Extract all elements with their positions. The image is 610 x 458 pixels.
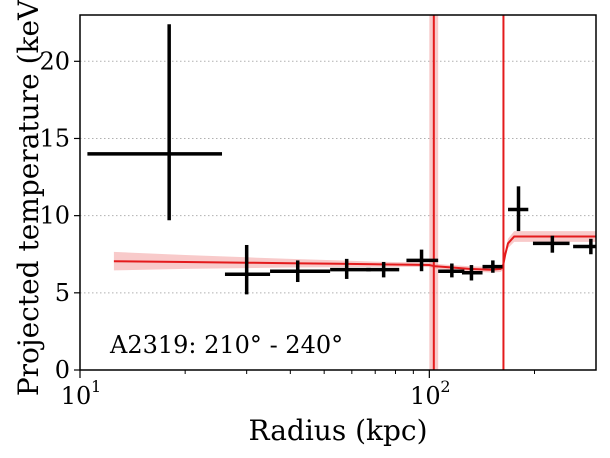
data-point [461,265,483,281]
model-curve [113,235,596,271]
data-point [270,260,331,283]
data-point [406,249,439,272]
plot-frame [79,14,597,371]
x-tick-exponent: 1 [91,377,101,396]
model-line [113,235,596,271]
y-tick-label: 20 [39,47,70,75]
vertical-lines [429,15,505,370]
data-point [573,238,596,255]
data-point [438,263,465,278]
data-point [482,260,503,273]
x-tick-label: 10 [61,382,92,410]
y-tick-label: 10 [39,202,70,230]
data-point [87,24,223,221]
data-point [366,261,400,278]
y-tick-label: 5 [55,279,70,307]
data-points [87,24,596,295]
x-tick-exponent: 2 [440,377,450,396]
chart-annotation: A2319: 210° - 240° [109,331,343,359]
x-tick-label: 10 [410,382,441,410]
data-point [508,186,529,232]
data-point [330,258,371,279]
x-axis: 10 1 10 2 [61,370,535,410]
y-tick-label: 0 [55,356,70,384]
data-point [532,235,570,253]
data-point [224,244,271,295]
y-axis: 0 5 10 15 20 [39,47,80,384]
x-axis-label: Radius (kpc) [248,414,427,447]
y-axis-label: Projected temperature (keV) [12,0,45,396]
y-tick-label: 15 [39,124,70,152]
